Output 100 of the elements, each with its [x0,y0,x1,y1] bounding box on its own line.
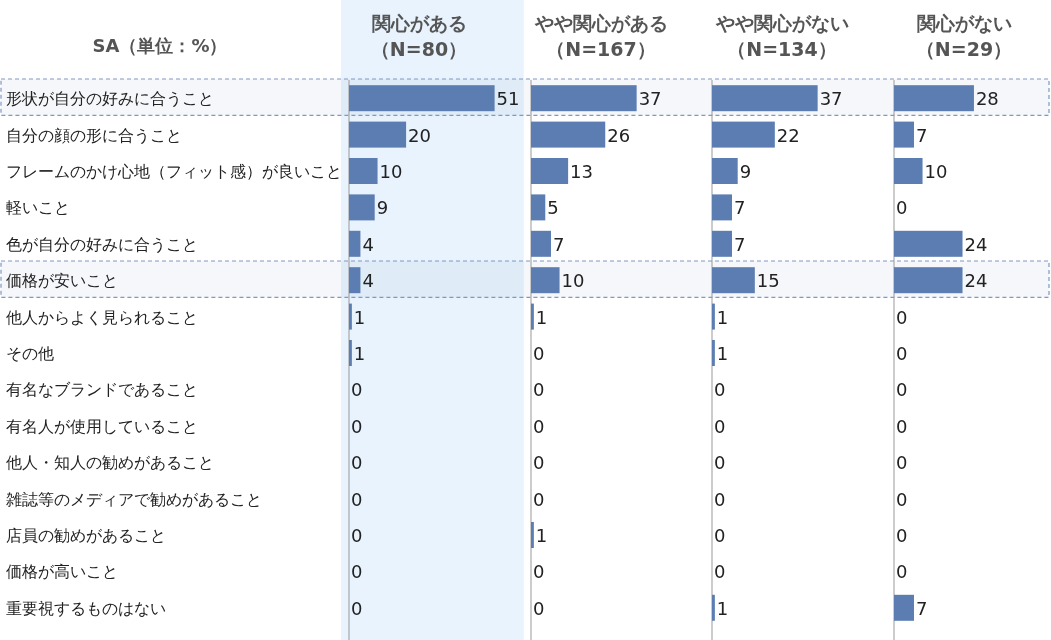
data-label: 10 [924,161,948,182]
bar [894,230,963,257]
chart-title: やや関心がない（N=134） [714,12,849,60]
bar [712,158,738,184]
data-label: 0 [714,525,726,546]
data-label: 28 [975,88,999,110]
bar [894,121,914,148]
bar [712,121,775,148]
bar [531,194,546,221]
data-label: 7 [733,233,746,255]
data-label: 9 [376,197,389,219]
bar [349,85,495,112]
bar [349,303,352,330]
bar [349,121,407,148]
data-label: 4 [362,270,374,292]
data-label: 0 [714,452,726,474]
y-tick-label: 有名なブランドであること [6,380,198,400]
data-label: 0 [714,415,726,437]
data-label: 26 [607,124,631,146]
data-label: 10 [561,270,585,292]
y-tick-label: その他 [6,344,54,363]
y-tick-label: 重要視するものはない [6,598,166,618]
y-tick-label: 有名人が使用していること [6,416,198,436]
y-tick-label: 価格が安いこと [6,271,118,291]
data-label: 13 [570,161,594,182]
data-label: 0 [896,561,908,583]
data-label: 0 [896,379,908,401]
data-label: 1 [716,306,729,328]
data-label: 4 [362,233,374,255]
data-label: 7 [915,124,928,146]
data-label: 0 [533,415,545,437]
data-label: 0 [896,306,908,328]
data-label: 0 [351,597,363,619]
data-label: 22 [776,124,800,146]
y-tick-label: 店員の勧めがあること [6,526,166,545]
data-label: 0 [351,415,363,437]
data-label: 0 [896,525,908,546]
chart-title: 関心がある（N=80） [370,12,468,60]
y-tick-label: フレームのかけ心地（フィット感）が良いこと [6,162,342,181]
data-label: 7 [733,197,746,219]
data-label: 0 [533,343,545,364]
y-tick-label: 自分の顔の形に合うこと [6,125,182,145]
data-label: 0 [351,561,363,583]
data-label: 9 [739,161,752,182]
data-label: 1 [535,525,548,546]
data-label: 0 [896,452,908,474]
data-label: 1 [716,343,729,364]
data-label: 0 [714,379,726,401]
data-label: 0 [351,488,363,510]
y-tick-label: 雑誌等のメディアで勧めがあること [6,489,262,509]
data-label: 37 [819,88,843,110]
y-tick-label: 軽いこと [6,198,70,218]
bar [712,194,732,221]
data-label: 15 [756,270,780,292]
data-label: 10 [379,161,403,182]
data-label: 0 [896,197,908,219]
data-label: 0 [351,379,363,401]
data-label: 24 [964,233,988,255]
data-label: 5 [547,197,559,219]
data-label: 0 [533,488,545,510]
data-label: 0 [533,452,545,474]
bar [531,158,569,184]
data-label: 0 [896,488,908,510]
data-label: 1 [716,597,729,619]
bar [349,230,361,257]
chart-title: やや関心がある（N=167） [533,12,668,60]
data-label: 7 [552,233,565,255]
data-label: 7 [915,597,928,619]
data-label: 37 [638,88,662,110]
bar [531,303,534,330]
data-label: 1 [353,343,366,364]
bar [349,340,352,366]
bar [531,121,606,148]
data-label: 0 [896,343,908,364]
data-label: 0 [714,561,726,583]
y-tick-label: 形状が自分の好みに合うこと [6,89,214,109]
data-label: 20 [408,124,431,146]
data-label: 0 [896,415,908,437]
bar [712,303,715,330]
bar [712,594,715,621]
chart-title: 関心がない（N=29） [915,12,1013,60]
bar [712,340,715,366]
bar [894,267,963,294]
data-label: 1 [353,306,366,328]
y-axis-title: SA（単位：%） [92,35,228,56]
data-label: 0 [351,452,363,474]
data-label: 0 [533,379,545,401]
y-tick-label: 他人からよく見られること [6,307,198,327]
bar [712,230,732,257]
bar [894,594,914,621]
bar [531,267,560,294]
bar [349,194,375,221]
bar [531,230,551,257]
data-label: 51 [496,88,520,110]
data-label: 1 [535,306,548,328]
y-tick-label: 色が自分の好みに合うこと [6,234,198,254]
bar [712,85,818,112]
y-tick-label: 他人・知人の勧めがあること [6,453,214,473]
bar [531,522,534,548]
data-label: 24 [964,270,988,292]
